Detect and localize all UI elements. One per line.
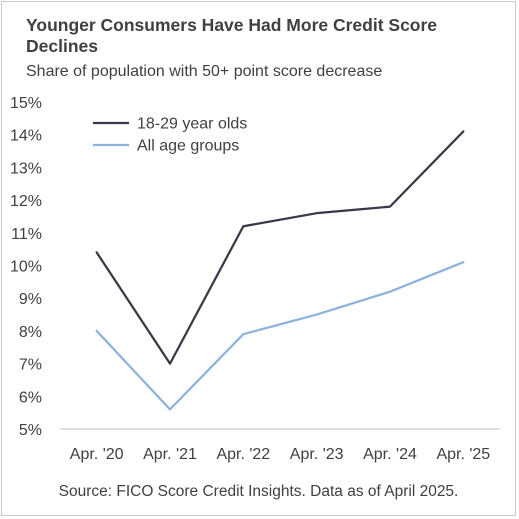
x-tick-label: Apr. '23 [290, 446, 344, 463]
legend-label: All age groups [137, 138, 239, 155]
y-tick-label: 13% [10, 160, 42, 177]
y-axis: 5% 6% 7% 8% 9% 10% 11% 12% 13% 14% 15% [10, 95, 42, 439]
y-tick-label: 7% [19, 357, 42, 374]
legend: 18-29 year olds All age groups [93, 116, 247, 155]
y-tick-label: 5% [19, 422, 42, 439]
y-tick-label: 11% [11, 226, 42, 243]
source-note: Source: FICO Score Credit Insights. Data… [58, 483, 459, 500]
y-tick-label: 12% [10, 193, 42, 210]
series-line-2 [95, 261, 465, 411]
chart-title: Younger Consumers Have Had More Credit S… [26, 15, 438, 56]
y-tick-label: 14% [10, 128, 42, 145]
y-tick-label: 10% [10, 259, 42, 276]
x-tick-label: Apr. '20 [70, 446, 124, 463]
x-axis: Apr. '20 Apr. '21 Apr. '22 Apr. '23 Apr. '24… [70, 446, 491, 463]
y-tick-label: 8% [19, 324, 42, 341]
x-tick-label: Apr. '21 [143, 446, 197, 463]
legend-label: 18-29 year olds [137, 116, 247, 133]
series-line-1 [95, 130, 465, 365]
y-tick-label: 9% [19, 291, 42, 308]
series-lines [95, 130, 465, 411]
y-tick-label: 15% [10, 95, 42, 112]
x-tick-label: Apr. '24 [363, 446, 417, 463]
x-tick-label: Apr. '22 [216, 446, 270, 463]
x-tick-label: Apr. '25 [436, 446, 490, 463]
chart-subtitle: Share of population with 50+ point score… [26, 63, 383, 80]
y-tick-label: 6% [19, 389, 42, 406]
